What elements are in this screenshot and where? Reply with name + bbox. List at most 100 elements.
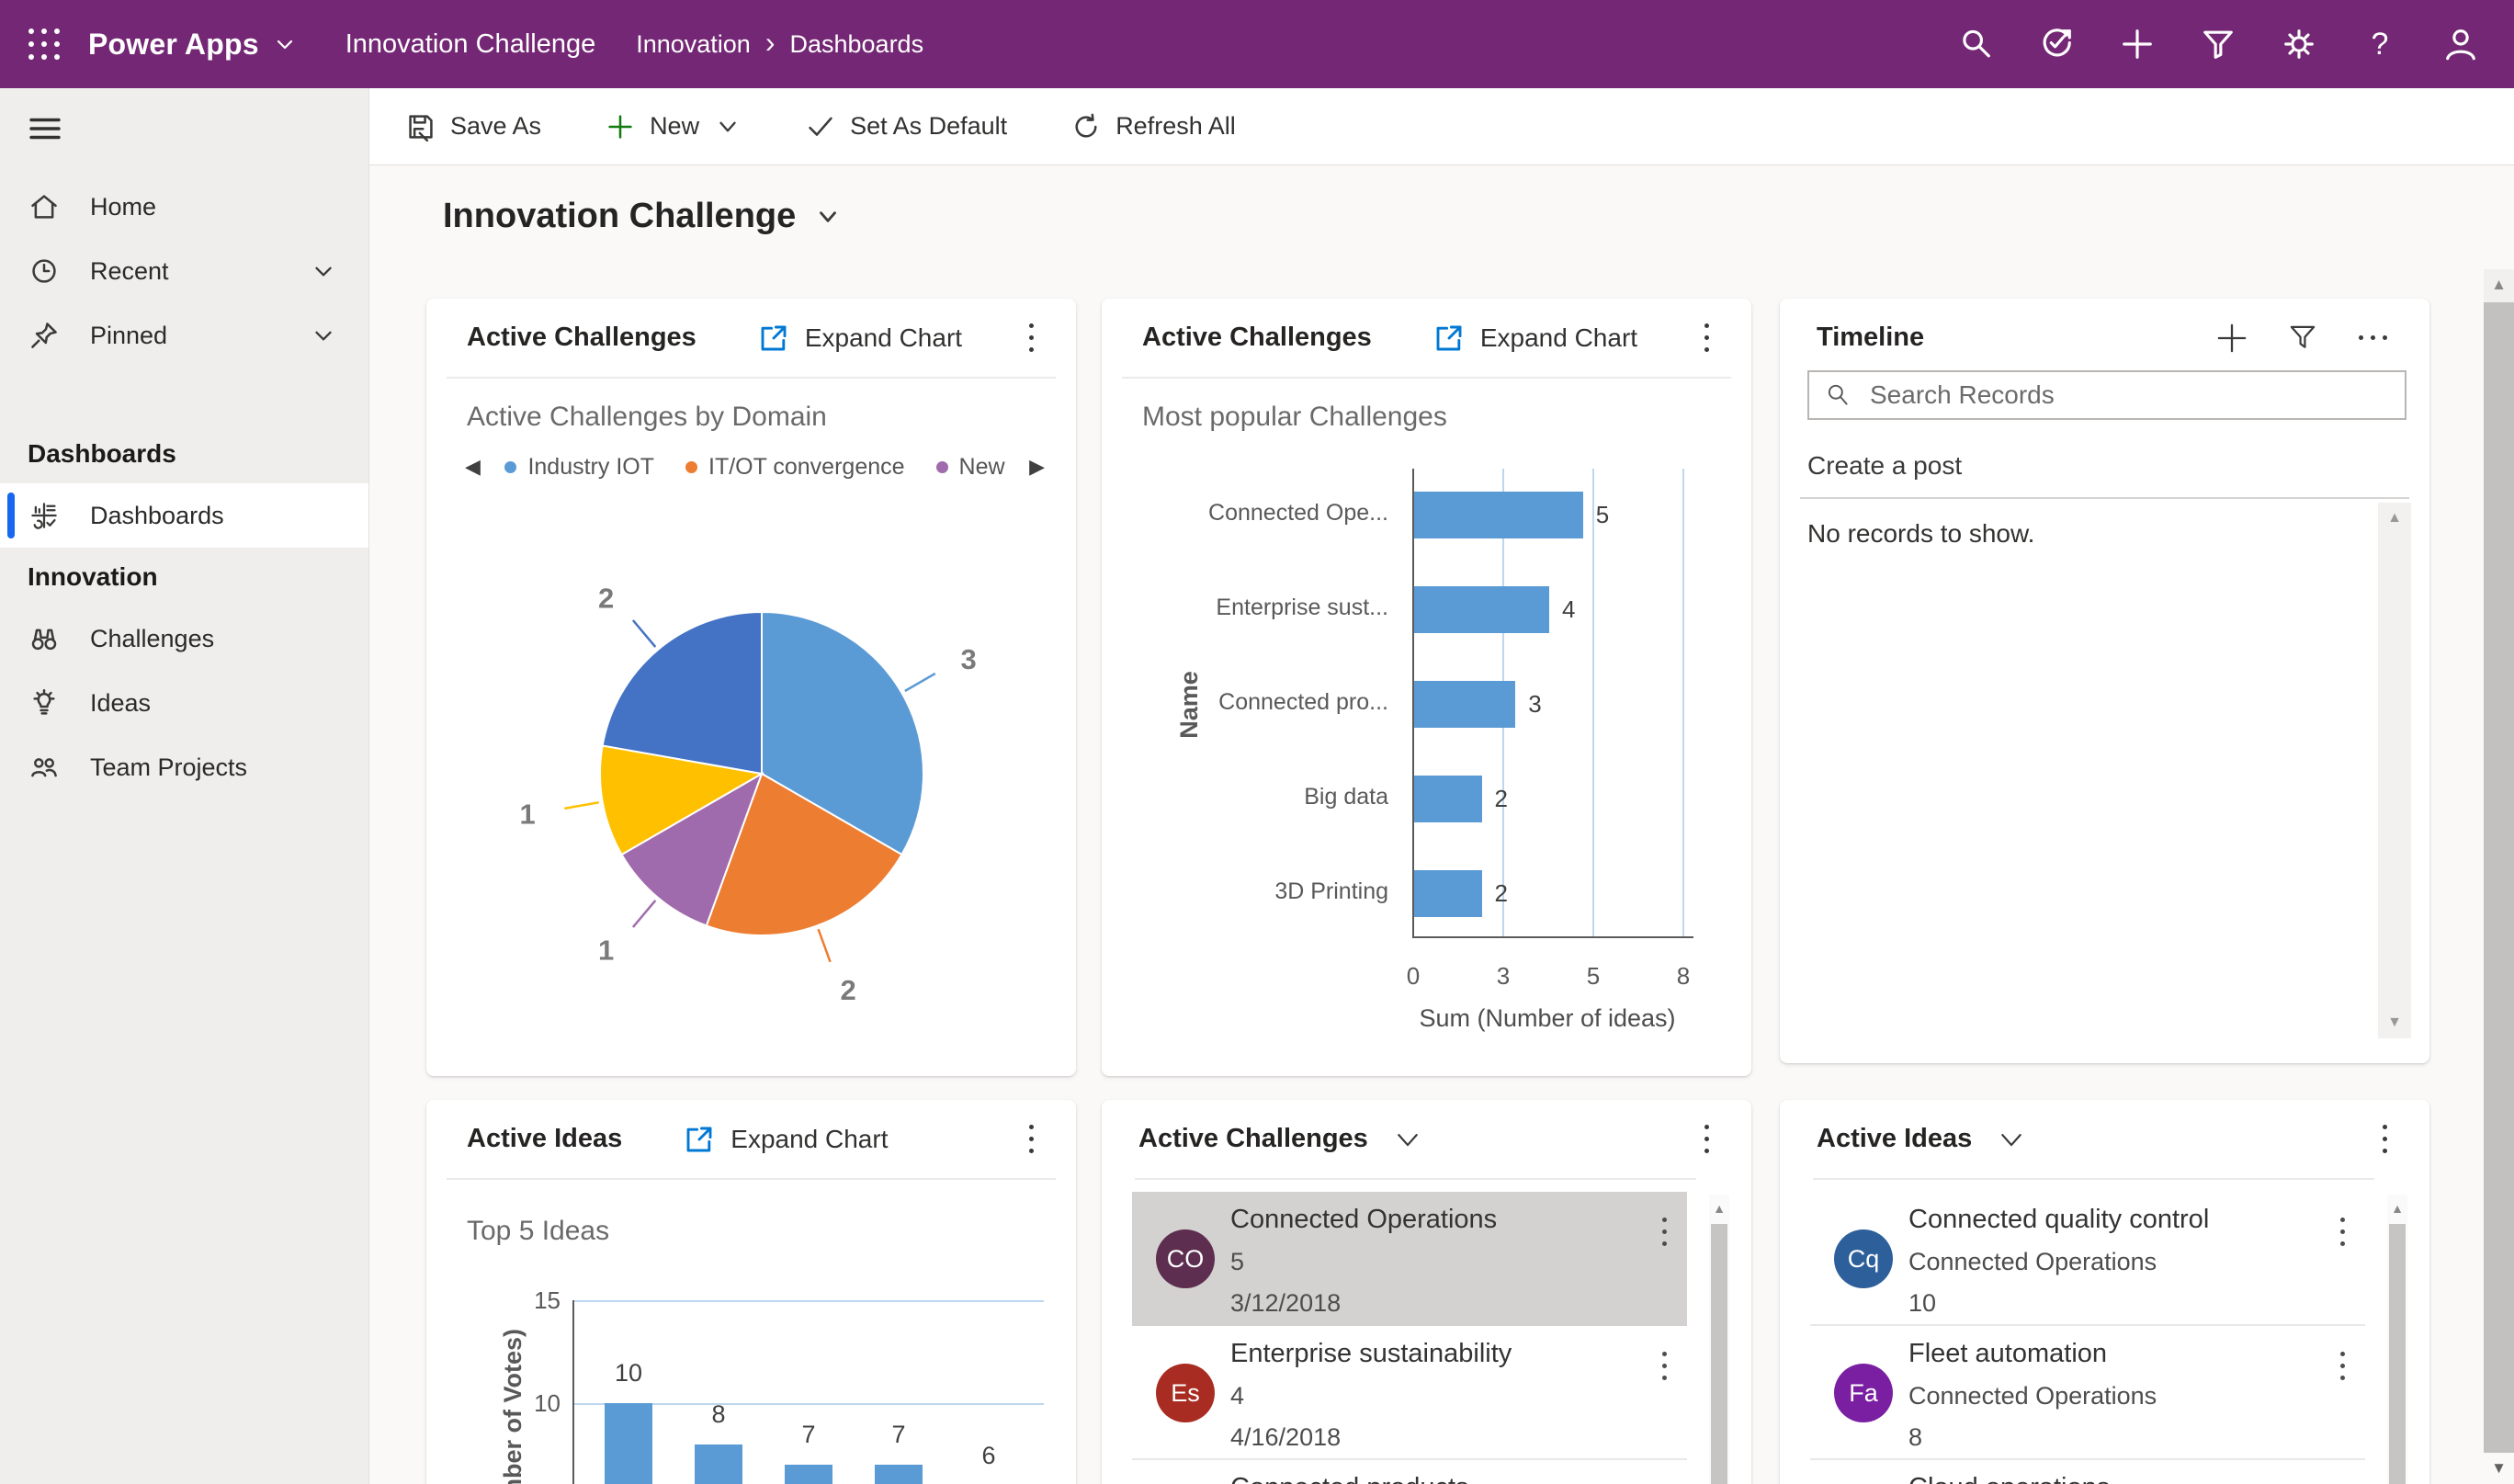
pie-data-label: 3: [961, 643, 977, 675]
chevron-down-icon[interactable]: [310, 322, 337, 349]
bar[interactable]: [1414, 775, 1482, 822]
legend-item[interactable]: New: [935, 454, 1005, 481]
environment-title[interactable]: Innovation Challenge: [345, 28, 596, 59]
pie-slice[interactable]: [761, 610, 924, 856]
list-item[interactable]: Cloud operations: [1810, 1460, 2365, 1484]
filter-timeline-button[interactable]: [2283, 319, 2322, 357]
pie-slice[interactable]: [599, 744, 764, 856]
settings-button[interactable]: [2259, 0, 2339, 88]
more-options-icon[interactable]: [1657, 1212, 1672, 1252]
more-options-icon[interactable]: [2335, 1346, 2350, 1386]
expand-chart-button[interactable]: Expand Chart: [1427, 321, 1643, 356]
list-item[interactable]: Fa Fleet automation Connected Operations…: [1810, 1326, 2365, 1460]
bar[interactable]: [785, 1465, 832, 1484]
pie-slice[interactable]: [705, 772, 903, 936]
sidebar-item-recent[interactable]: Recent: [0, 239, 368, 303]
legend-item[interactable]: IT/OT convergence: [685, 454, 905, 481]
expand-chart-icon: [683, 1123, 716, 1156]
legend-dot-icon: [935, 460, 948, 473]
chevron-down-icon[interactable]: [310, 257, 337, 285]
scroll-up-icon[interactable]: ▲: [2491, 276, 2507, 293]
add-button[interactable]: [2097, 0, 2178, 88]
new-button[interactable]: New: [600, 111, 747, 142]
command-bar: Save As New Set As Default Refresh All: [369, 88, 2514, 165]
x-tick-label: 8: [1676, 962, 1691, 990]
list-item[interactable]: Connected products: [1132, 1460, 1687, 1484]
bar[interactable]: [695, 1444, 742, 1484]
more-options-icon[interactable]: [1657, 1346, 1672, 1386]
list-item[interactable]: Es Enterprise sustainability 4 4/16/2018: [1132, 1326, 1687, 1460]
plus-icon: [2215, 322, 2248, 355]
bar[interactable]: [1414, 491, 1583, 538]
scroll-down-icon[interactable]: ▼: [2484, 1453, 2514, 1484]
list-scrollbar[interactable]: ▲: [1709, 1195, 1729, 1484]
legend-item[interactable]: Industry IOT: [504, 454, 654, 481]
more-options-icon[interactable]: [1699, 1119, 1715, 1159]
chevron-down-icon[interactable]: [1996, 1124, 2027, 1155]
sidebar-item-home[interactable]: Home: [0, 175, 368, 239]
search-button[interactable]: [1935, 0, 2016, 88]
more-options-icon[interactable]: [2335, 1212, 2350, 1252]
breadcrumb-item[interactable]: Innovation: [636, 29, 751, 58]
collapse-nav-button[interactable]: [22, 110, 68, 147]
more-options-icon[interactable]: [1024, 318, 1039, 357]
scroll-up-icon[interactable]: ▲: [2391, 1201, 2404, 1216]
pie-slice[interactable]: [601, 610, 763, 776]
more-options-icon[interactable]: [1024, 1119, 1039, 1159]
list-scrollbar[interactable]: ▲: [2387, 1195, 2407, 1484]
pie-slice[interactable]: [620, 771, 764, 927]
create-post-link[interactable]: Create a post: [1807, 451, 1963, 480]
pie-data-label: 1: [598, 935, 614, 967]
help-button[interactable]: ?: [2339, 0, 2420, 88]
quick-actions-button[interactable]: [2016, 0, 2097, 88]
sidebar-item-pinned[interactable]: Pinned: [0, 303, 368, 368]
scroll-thumb[interactable]: [1711, 1224, 1727, 1484]
bar[interactable]: [1414, 869, 1482, 917]
plus-icon: [2119, 26, 2156, 62]
legend-next-icon[interactable]: ▶: [1025, 451, 1048, 482]
breadcrumb-item[interactable]: Dashboards: [789, 29, 924, 58]
scroll-up-icon[interactable]: ▲: [1713, 1201, 1726, 1216]
save-as-button[interactable]: Save As: [401, 111, 547, 142]
expand-chart-button[interactable]: Expand Chart: [752, 321, 968, 356]
sidebar-item-dashboards[interactable]: Dashboards: [0, 483, 368, 548]
top-app-bar: Power Apps Innovation Challenge Innovati…: [0, 0, 2514, 88]
chevron-down-icon[interactable]: [714, 113, 742, 141]
set-as-default-button[interactable]: Set As Default: [800, 111, 1013, 142]
more-options-icon[interactable]: [1699, 318, 1715, 357]
bar[interactable]: [605, 1403, 652, 1484]
account-button[interactable]: [2420, 0, 2501, 88]
app-name[interactable]: Power Apps: [88, 27, 259, 61]
chevron-down-icon[interactable]: [272, 31, 298, 57]
sidebar-item-ideas[interactable]: Ideas: [0, 671, 368, 735]
bar[interactable]: [875, 1465, 923, 1484]
list-item-text: Enterprise sustainability 4 4/16/2018: [1230, 1339, 1623, 1452]
sidebar-item-label: Ideas: [90, 688, 152, 717]
sidebar-item-team-projects[interactable]: Team Projects: [0, 735, 368, 799]
filter-button[interactable]: [2178, 0, 2259, 88]
legend-prev-icon[interactable]: ◀: [461, 451, 484, 482]
more-options-icon[interactable]: [2377, 1119, 2393, 1159]
sidebar-item-challenges[interactable]: Challenges: [0, 606, 368, 671]
page-scrollbar[interactable]: ▲ ▼: [2484, 269, 2514, 1484]
scroll-up-icon[interactable]: ▲: [2387, 510, 2402, 526]
list-item-title: Connected products: [1230, 1473, 1623, 1484]
dashboard-selector[interactable]: Innovation Challenge: [443, 197, 842, 236]
more-commands-icon[interactable]: [2353, 330, 2393, 346]
app-launcher-button[interactable]: [0, 0, 88, 88]
scroll-thumb[interactable]: [2484, 302, 2514, 1484]
bar[interactable]: [1414, 585, 1549, 633]
bar[interactable]: [1414, 680, 1516, 728]
refresh-all-button[interactable]: Refresh All: [1066, 111, 1241, 142]
expand-chart-button[interactable]: Expand Chart: [677, 1122, 893, 1157]
legend-dot-icon: [504, 460, 517, 473]
chevron-down-icon[interactable]: [1392, 1124, 1423, 1155]
timeline-scrollbar[interactable]: ▲ ▼: [2378, 503, 2411, 1038]
scroll-thumb[interactable]: [2389, 1224, 2406, 1484]
list-item[interactable]: Cq Connected quality control Connected O…: [1810, 1192, 2365, 1326]
search-records-input[interactable]: [1868, 379, 2390, 411]
add-post-button[interactable]: [2212, 318, 2252, 358]
filter-icon: [2200, 26, 2237, 62]
list-item[interactable]: CO Connected Operations 5 3/12/2018: [1132, 1192, 1687, 1326]
scroll-down-icon[interactable]: ▼: [2387, 1014, 2402, 1030]
